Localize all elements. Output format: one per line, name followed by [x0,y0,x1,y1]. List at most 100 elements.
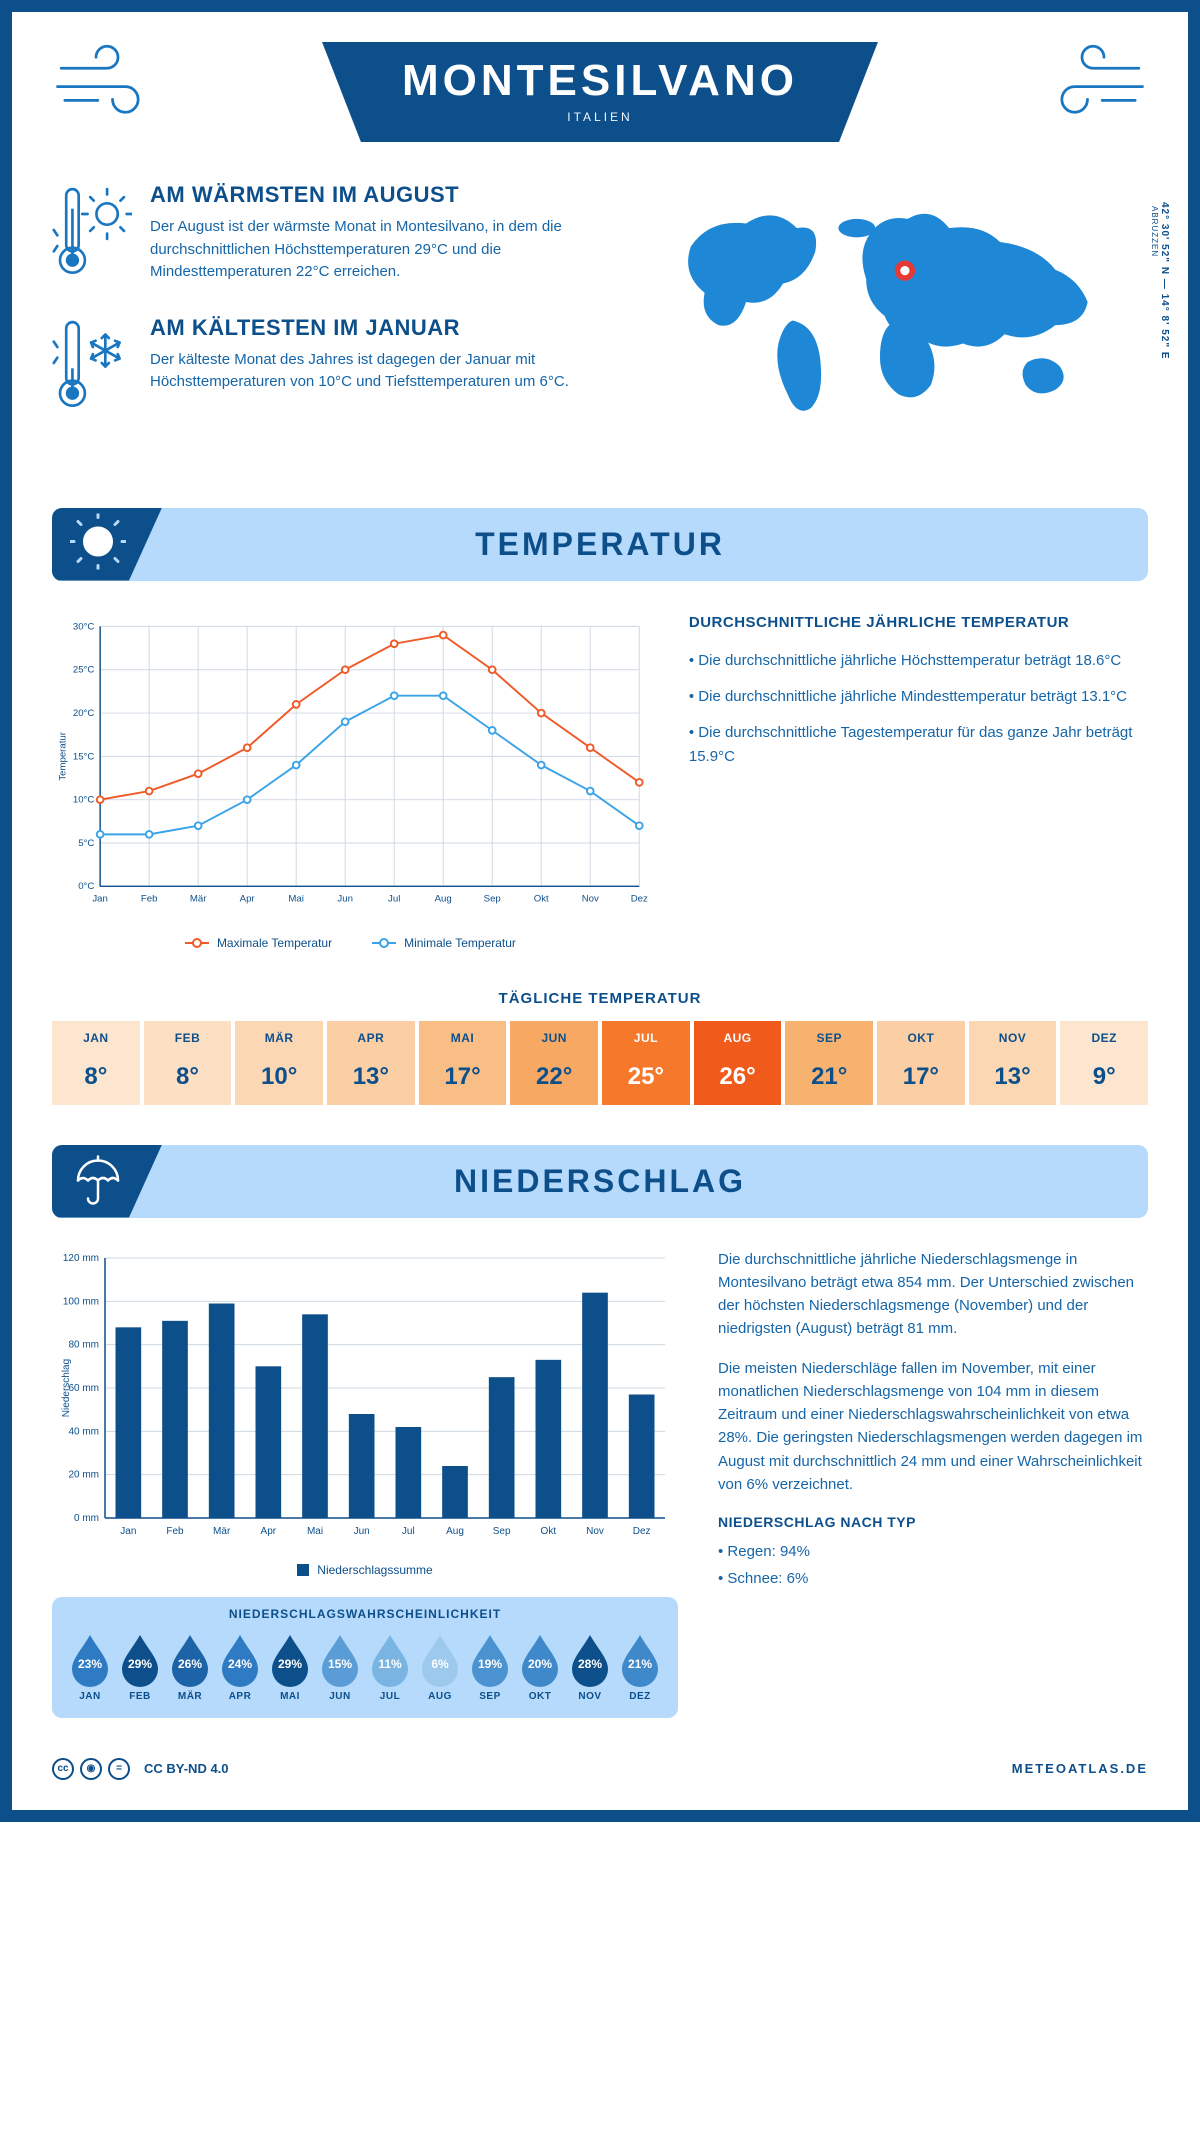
page: MONTESILVANO ITALIEN AM WÄRMSTEN IM AUGU… [0,0,1200,1822]
heat-cell: JUL25° [602,1021,690,1105]
svg-text:Okt: Okt [534,893,549,904]
heat-cell: FEB8° [144,1021,232,1105]
svg-text:20 mm: 20 mm [68,1469,99,1480]
fact-warm-title: AM WÄRMSTEN IM AUGUST [150,182,610,208]
svg-text:Aug: Aug [446,1526,464,1537]
nd-icon: = [108,1758,130,1780]
probability-drop: 19%SEP [468,1631,512,1702]
svg-text:10°C: 10°C [73,794,95,805]
thermometer-snow-icon [52,315,132,418]
footer: cc ◉ = CC BY-ND 4.0 METEOATLAS.DE [52,1758,1148,1780]
svg-text:80 mm: 80 mm [68,1339,99,1350]
svg-text:Sep: Sep [484,893,501,904]
svg-text:Jul: Jul [388,893,400,904]
heat-cell: AUG26° [694,1021,782,1105]
site-name: METEOATLAS.DE [1012,1761,1148,1776]
svg-text:Sep: Sep [493,1526,511,1537]
svg-text:Dez: Dez [631,893,648,904]
svg-text:Apr: Apr [240,893,256,904]
svg-text:40 mm: 40 mm [68,1426,99,1437]
svg-text:Mai: Mai [307,1526,323,1537]
cc-icon: cc [52,1758,74,1780]
svg-text:Nov: Nov [582,893,599,904]
heat-cell: MAI17° [419,1021,507,1105]
svg-text:Feb: Feb [166,1526,184,1537]
temperature-summary: DURCHSCHNITTLICHE JÄHRLICHE TEMPERATUR •… [689,611,1148,950]
section-precip-title: NIEDERSCHLAG [52,1163,1148,1200]
section-precip-header: NIEDERSCHLAG [52,1145,1148,1218]
svg-text:60 mm: 60 mm [68,1383,99,1394]
probability-drop: 23%JAN [68,1631,112,1702]
probability-drop: 29%MAI [268,1631,312,1702]
intro-row: AM WÄRMSTEN IM AUGUST Der August ist der… [52,182,1148,448]
city-title: MONTESILVANO [402,56,798,106]
heat-cell: OKT17° [877,1021,965,1105]
fact-warmest: AM WÄRMSTEN IM AUGUST Der August ist der… [52,182,610,285]
svg-text:120 mm: 120 mm [63,1253,99,1264]
section-temperature-header: TEMPERATUR [52,508,1148,581]
world-map: 42° 30' 52" N — 14° 8' 52" E ABRUZZEN [640,182,1148,448]
by-icon: ◉ [80,1758,102,1780]
svg-text:0°C: 0°C [78,881,94,892]
daily-temp-heatmap: JAN8°FEB8°MÄR10°APR13°MAI17°JUN22°JUL25°… [52,1021,1148,1105]
heat-cell: JUN22° [510,1021,598,1105]
svg-text:25°C: 25°C [73,664,95,675]
sun-icon [70,514,126,575]
svg-text:15°C: 15°C [73,751,95,762]
probability-drop: 21%DEZ [618,1631,662,1702]
svg-text:Okt: Okt [541,1526,557,1537]
thermometer-sun-icon [52,182,132,285]
license-badges: cc ◉ = CC BY-ND 4.0 [52,1758,229,1780]
svg-text:Jun: Jun [337,893,353,904]
daily-temp-title: TÄGLICHE TEMPERATUR [52,990,1148,1007]
svg-text:Apr: Apr [261,1526,277,1537]
svg-text:Mai: Mai [288,893,303,904]
probability-drop: 15%JUN [318,1631,362,1702]
svg-text:Aug: Aug [435,893,452,904]
probability-drop: 6%AUG [418,1631,462,1702]
svg-text:30°C: 30°C [73,621,95,632]
svg-text:Dez: Dez [633,1526,651,1537]
svg-text:Jan: Jan [120,1526,136,1537]
svg-text:100 mm: 100 mm [63,1296,99,1307]
svg-text:Jul: Jul [402,1526,415,1537]
heat-cell: NOV13° [969,1021,1057,1105]
temperature-legend: Maximale Temperatur Minimale Temperatur [52,936,649,950]
probability-drop: 29%FEB [118,1631,162,1702]
coordinates: 42° 30' 52" N — 14° 8' 52" E ABRUZZEN [1150,202,1170,360]
precip-text: Die durchschnittliche jährliche Niedersc… [718,1248,1148,1718]
precip-legend: Niederschlagssumme [52,1563,678,1577]
title-ribbon: MONTESILVANO ITALIEN [322,42,878,142]
probability-drop: 20%OKT [518,1631,562,1702]
heat-cell: APR13° [327,1021,415,1105]
header: MONTESILVANO ITALIEN AM WÄRMSTEN IM AUGU… [52,42,1148,468]
umbrella-icon [70,1151,126,1212]
svg-text:Jun: Jun [354,1526,370,1537]
section-temperature-title: TEMPERATUR [52,526,1148,563]
heat-cell: MÄR10° [235,1021,323,1105]
fact-cold-text: Der kälteste Monat des Jahres ist dagege… [150,349,610,394]
precip-bar-chart: 0 mm 20 mm 40 mm 60 mm 80 mm 100 mm 120 mm Nied… [52,1248,678,1577]
svg-text:0 mm: 0 mm [74,1513,99,1524]
svg-text:Jan: Jan [92,893,108,904]
probability-drop: 28%NOV [568,1631,612,1702]
wind-decor-left [52,42,162,127]
temperature-line-chart: 0°C5°C10°C15°C20°C25°C30°CJanFebMärAprMa… [52,611,649,950]
svg-text:Mär: Mär [213,1526,231,1537]
probability-drop: 11%JUL [368,1631,412,1702]
svg-text:Niederschlag: Niederschlag [61,1358,72,1416]
license-text: CC BY-ND 4.0 [144,1761,229,1776]
svg-text:20°C: 20°C [73,707,95,718]
wind-decor-right [1038,42,1148,127]
svg-text:Mär: Mär [190,893,207,904]
country-subtitle: ITALIEN [402,110,798,124]
heat-cell: DEZ9° [1060,1021,1148,1105]
svg-text:5°C: 5°C [78,837,94,848]
svg-text:Temperatur: Temperatur [57,731,68,780]
fact-cold-title: AM KÄLTESTEN IM JANUAR [150,315,610,341]
svg-text:Nov: Nov [586,1526,604,1537]
fact-warm-text: Der August ist der wärmste Monat in Mont… [150,216,610,284]
probability-drop: 26%MÄR [168,1631,212,1702]
fact-coldest: AM KÄLTESTEN IM JANUAR Der kälteste Mona… [52,315,610,418]
heat-cell: JAN8° [52,1021,140,1105]
